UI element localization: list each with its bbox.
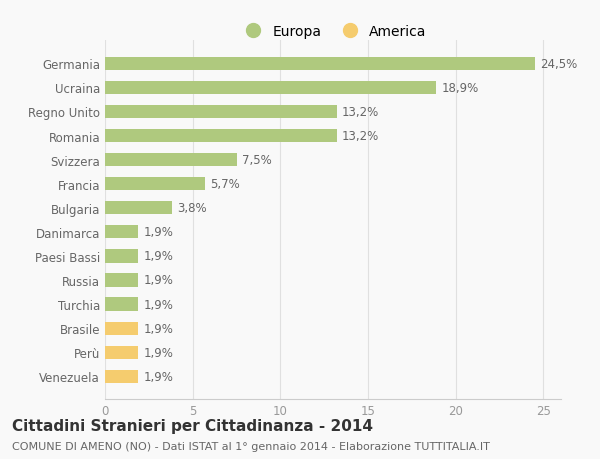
Bar bbox=[105, 129, 337, 143]
Bar bbox=[105, 57, 535, 71]
Text: 1,9%: 1,9% bbox=[143, 274, 173, 287]
Text: 5,7%: 5,7% bbox=[210, 178, 240, 191]
Bar bbox=[105, 370, 139, 383]
Text: 24,5%: 24,5% bbox=[540, 58, 577, 71]
Bar bbox=[105, 274, 139, 287]
Bar bbox=[105, 346, 139, 359]
Bar bbox=[105, 202, 172, 215]
Bar bbox=[105, 250, 139, 263]
Bar bbox=[105, 226, 139, 239]
Text: 1,9%: 1,9% bbox=[143, 298, 173, 311]
Bar bbox=[105, 178, 205, 191]
Bar bbox=[105, 106, 337, 119]
Text: 1,9%: 1,9% bbox=[143, 226, 173, 239]
Text: 7,5%: 7,5% bbox=[242, 154, 272, 167]
Text: 13,2%: 13,2% bbox=[342, 130, 379, 143]
Text: 1,9%: 1,9% bbox=[143, 370, 173, 383]
Bar bbox=[105, 82, 436, 95]
Bar bbox=[105, 298, 139, 311]
Text: Cittadini Stranieri per Cittadinanza - 2014: Cittadini Stranieri per Cittadinanza - 2… bbox=[12, 418, 373, 433]
Text: 3,8%: 3,8% bbox=[177, 202, 206, 215]
Legend: Europa, America: Europa, America bbox=[234, 20, 432, 45]
Text: 13,2%: 13,2% bbox=[342, 106, 379, 119]
Text: 1,9%: 1,9% bbox=[143, 250, 173, 263]
Text: 1,9%: 1,9% bbox=[143, 346, 173, 359]
Bar bbox=[105, 322, 139, 335]
Text: 18,9%: 18,9% bbox=[442, 82, 479, 95]
Bar bbox=[105, 154, 236, 167]
Text: 1,9%: 1,9% bbox=[143, 322, 173, 335]
Text: COMUNE DI AMENO (NO) - Dati ISTAT al 1° gennaio 2014 - Elaborazione TUTTITALIA.I: COMUNE DI AMENO (NO) - Dati ISTAT al 1° … bbox=[12, 441, 490, 451]
